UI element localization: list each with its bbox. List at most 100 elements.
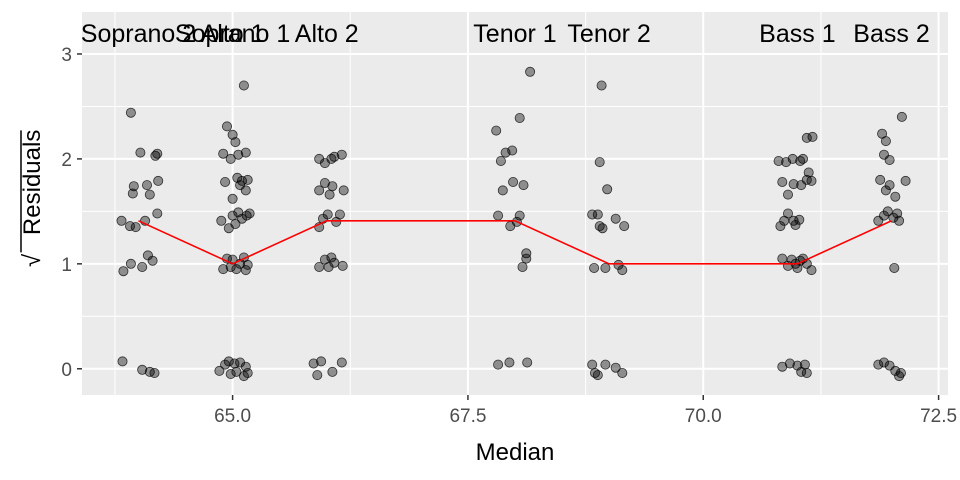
voice-label: Alto 2 (295, 20, 359, 48)
y-tick-label: 3 (61, 45, 72, 66)
data-point (338, 185, 349, 196)
plot-panel (82, 12, 948, 395)
data-point (522, 357, 533, 368)
data-point (889, 262, 900, 273)
data-point (773, 155, 784, 166)
x-tick-label: 72.5 (920, 406, 957, 427)
data-point (806, 175, 817, 186)
sqrt-symbol: √ (19, 253, 46, 267)
data-point (610, 362, 621, 373)
x-axis: 65.0 67.5 70.0 72.5 (214, 395, 957, 427)
y-axis: 0 1 2 3 (61, 45, 82, 381)
data-point (144, 189, 155, 200)
data-point (879, 357, 890, 368)
data-point (900, 175, 911, 186)
data-point (613, 259, 624, 270)
data-point (327, 181, 338, 192)
data-point (125, 258, 136, 269)
data-point (801, 367, 812, 378)
data-point (118, 266, 129, 277)
data-point (329, 151, 340, 162)
data-point (216, 215, 227, 226)
data-point (784, 358, 795, 369)
data-point (223, 356, 234, 367)
data-point (873, 359, 884, 370)
data-point (790, 219, 801, 230)
data-point (783, 189, 794, 200)
data-point (594, 157, 605, 168)
data-point (880, 136, 891, 147)
data-point (324, 189, 335, 200)
data-point (497, 185, 508, 196)
data-point (322, 209, 333, 220)
data-point (890, 365, 901, 376)
data-point (875, 174, 886, 185)
voice-label: Soprano 1 (175, 20, 290, 48)
data-point (892, 208, 903, 219)
y-tick-label: 2 (61, 150, 72, 171)
data-point (316, 356, 327, 367)
x-tick-label: 70.0 (685, 406, 722, 427)
data-point (592, 370, 603, 381)
data-point (240, 147, 251, 158)
data-point (147, 255, 158, 266)
data-point (890, 191, 901, 202)
data-point (125, 107, 136, 118)
data-point (807, 131, 818, 142)
data-point (214, 365, 225, 376)
data-point (329, 257, 340, 268)
data-point (230, 137, 241, 148)
data-point (152, 208, 163, 219)
data-point (587, 209, 598, 220)
data-point (337, 260, 348, 271)
data-point (326, 252, 337, 263)
data-point (803, 167, 814, 178)
data-point (135, 147, 146, 158)
data-point (787, 153, 798, 164)
trend-line (138, 220, 892, 265)
data-point (227, 129, 238, 140)
data-point (896, 111, 907, 122)
y-axis-title: Residuals (19, 130, 46, 235)
y-axis-title-group: √ Residuals (19, 130, 46, 267)
data-point (227, 193, 238, 204)
data-point (242, 259, 253, 270)
x-axis-title: Median (476, 439, 555, 466)
data-point (218, 148, 229, 159)
data-point (508, 176, 519, 187)
data-point (602, 184, 613, 195)
data-point (507, 145, 518, 156)
data-point (895, 367, 906, 378)
data-point (137, 364, 148, 375)
data-point (491, 125, 502, 136)
data-point (218, 264, 229, 275)
data-point (225, 368, 236, 379)
data-point (521, 253, 532, 264)
data-point (128, 181, 139, 192)
data-point (589, 262, 600, 273)
data-point (504, 357, 515, 368)
data-point (600, 359, 611, 370)
data-point (619, 221, 630, 232)
voice-label: Alto 1 (201, 20, 265, 48)
data-point (521, 248, 532, 259)
data-point (127, 188, 138, 199)
data-point (242, 174, 253, 185)
data-point (777, 176, 788, 187)
data-point (117, 356, 128, 367)
data-point (617, 265, 628, 276)
y-tick-label: 0 (61, 360, 72, 381)
data-point (495, 155, 506, 166)
data-point (137, 261, 148, 272)
data-point (240, 265, 251, 276)
voice-label: Bass 2 (853, 20, 929, 48)
data-point (798, 153, 809, 164)
data-point (130, 222, 141, 233)
data-point (493, 210, 504, 221)
data-point (334, 209, 345, 220)
data-point (242, 367, 253, 378)
data-point (314, 185, 325, 196)
data-point (312, 370, 323, 381)
